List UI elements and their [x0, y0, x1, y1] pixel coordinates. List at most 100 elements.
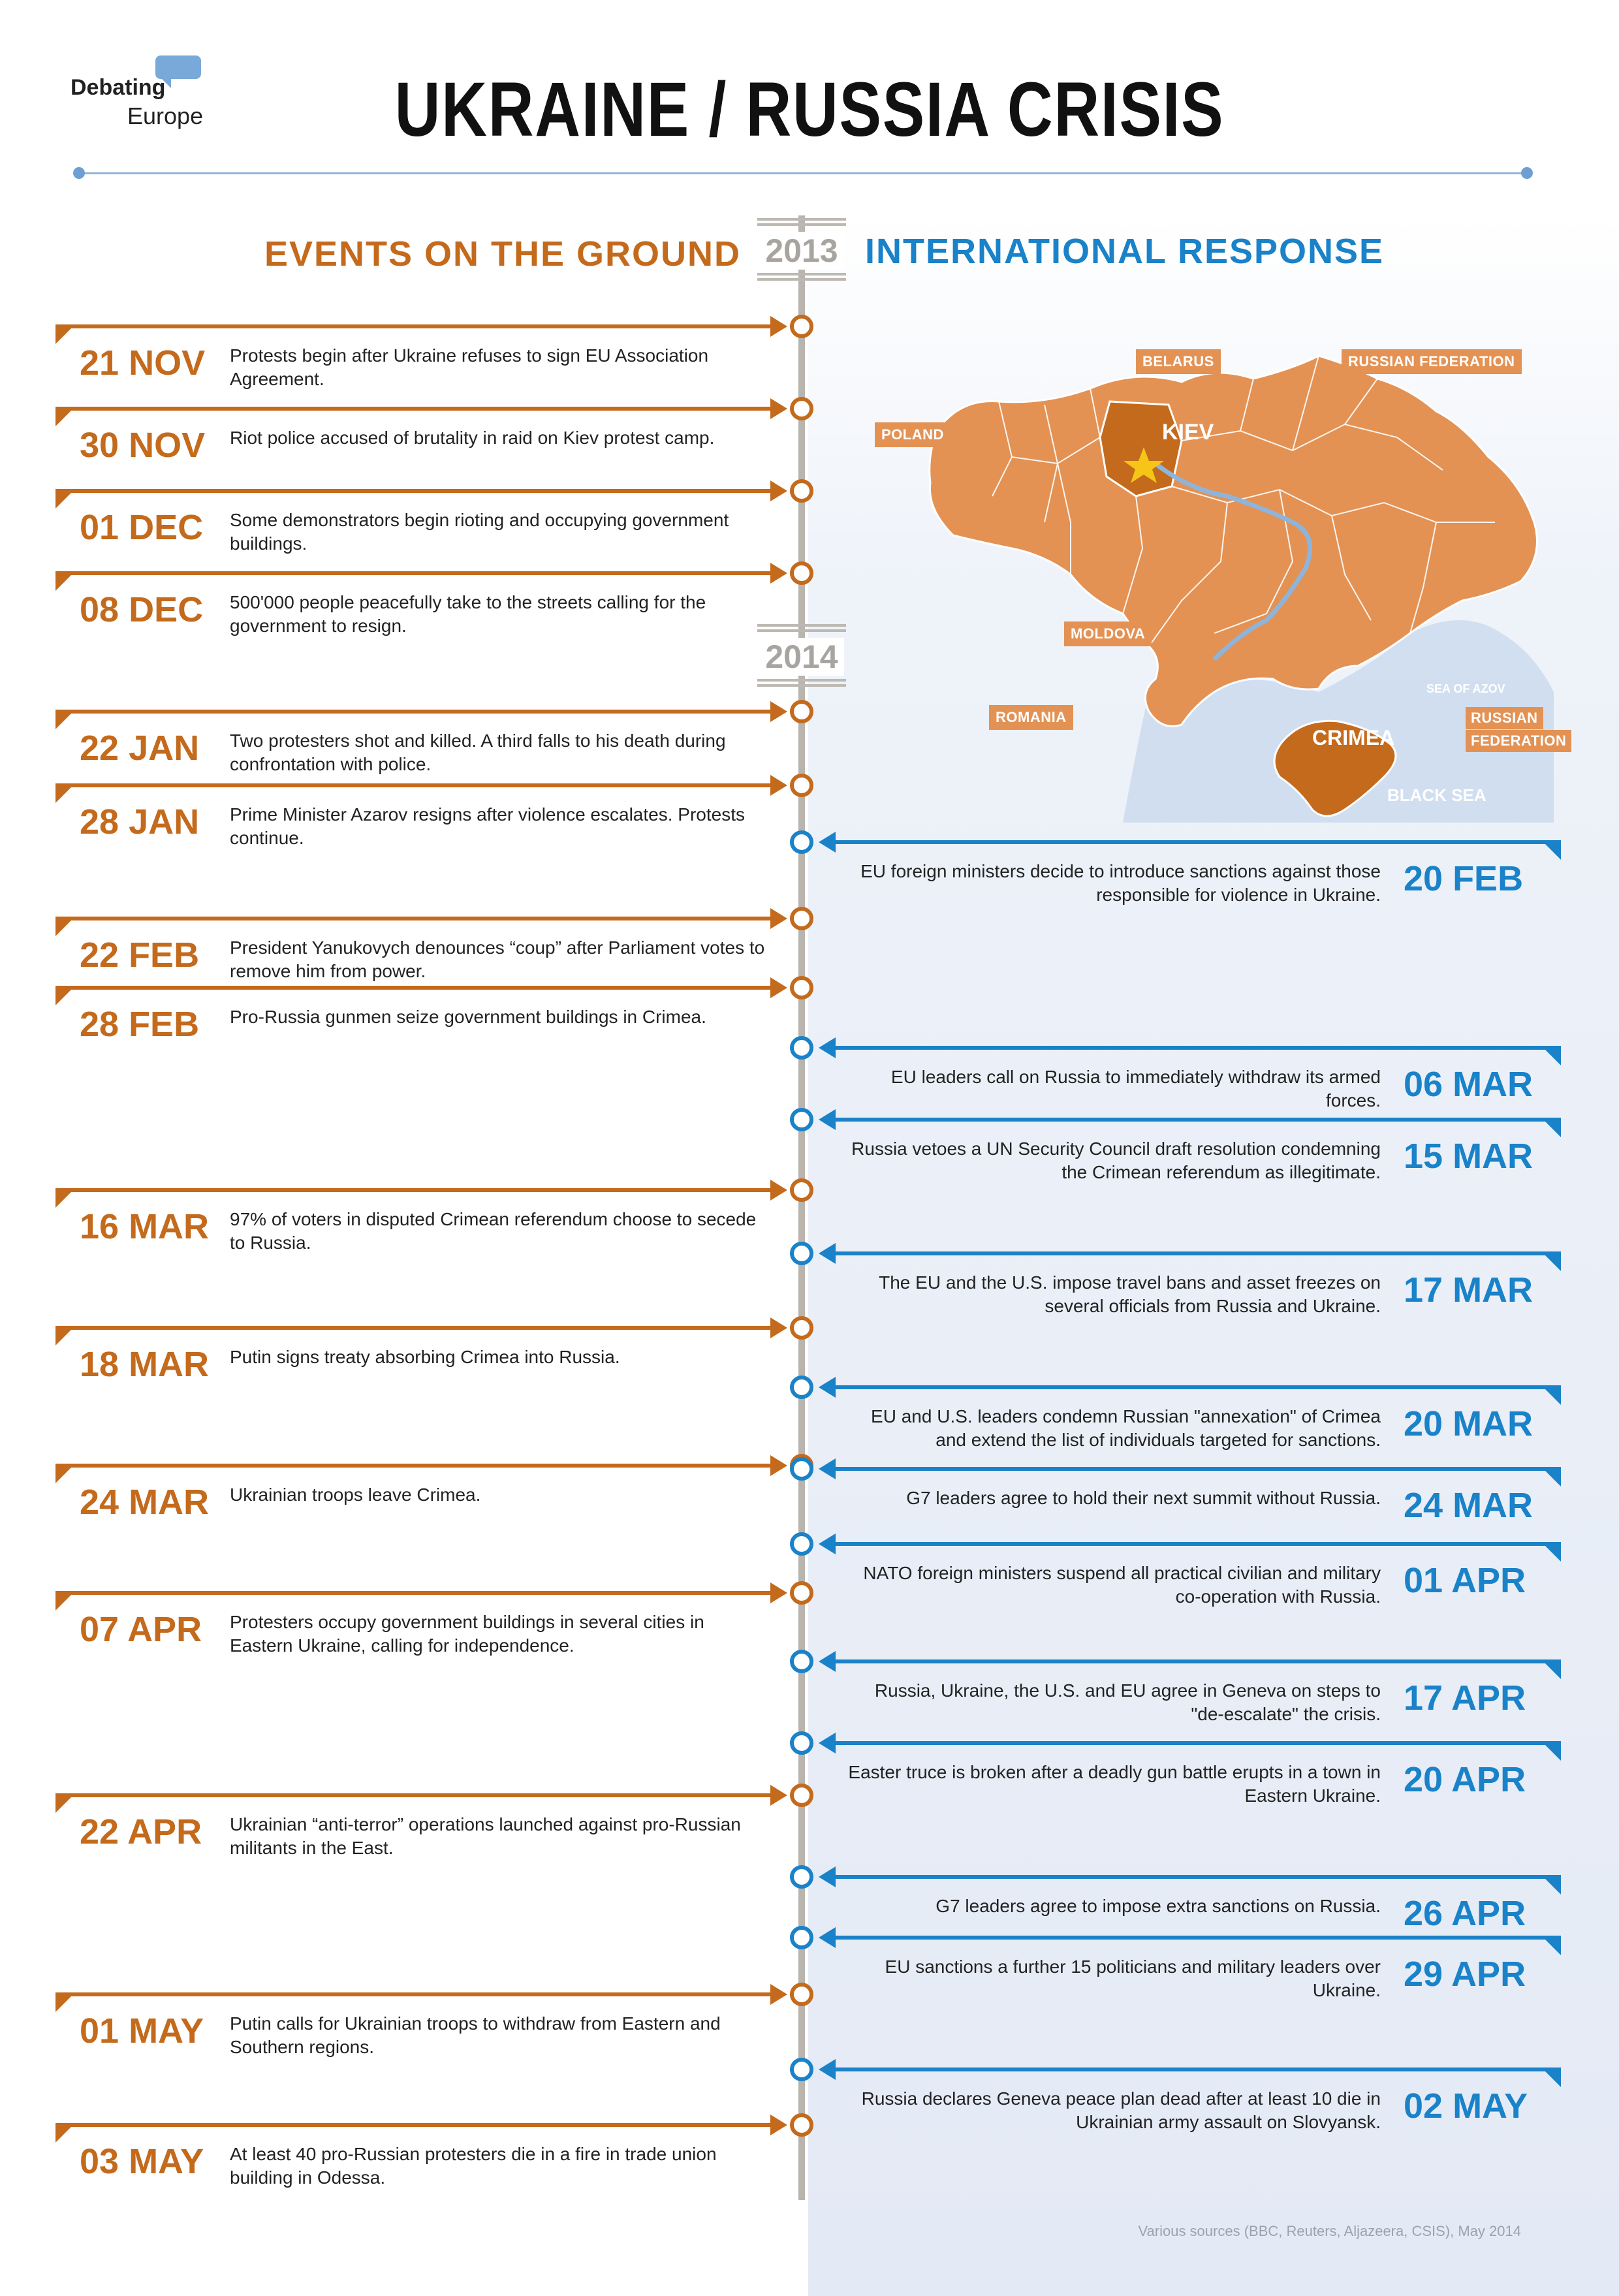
year-stripe: [757, 273, 846, 275]
timeline-node: [790, 1650, 813, 1673]
ground-event-date: 22 FEB: [80, 936, 200, 975]
timeline-node: [790, 1983, 813, 2006]
ground-event-tag: [55, 1192, 71, 1208]
international-event-date: 15 MAR: [1404, 1137, 1533, 1176]
timeline-node: [790, 907, 813, 930]
international-event-date: 29 APR: [1404, 1955, 1526, 1994]
ground-arrowhead-icon: [770, 1785, 787, 1806]
international-event-arrow: [834, 1741, 1561, 1745]
international-arrowhead-icon: [819, 1109, 836, 1130]
international-event-tag: [1545, 1389, 1561, 1405]
international-event-text: EU and U.S. leaders condemn Russian "ann…: [871, 1406, 1381, 1450]
ground-event-date: 21 NOV: [80, 343, 206, 383]
ground-event-date: 01 DEC: [80, 508, 204, 547]
timeline-node: [790, 561, 813, 585]
international-event-tag: [1545, 1745, 1561, 1761]
ground-arrowhead-icon: [770, 1317, 787, 1338]
logo-line2: Europe: [127, 102, 204, 129]
international-event-arrow: [834, 1046, 1561, 1050]
ground-event-arrow: [55, 783, 780, 787]
page-title: UKRAINE / RUSSIA CRISIS: [394, 67, 1225, 153]
international-event-arrow: [834, 840, 1561, 844]
international-arrowhead-icon: [819, 832, 836, 853]
international-event-tag: [1545, 1546, 1561, 1562]
ground-event-date: 28 FEB: [80, 1005, 200, 1044]
sources-note: Various sources (BBC, Reuters, Aljazeera…: [1138, 2223, 1521, 2239]
ground-event-text: Riot police accused of brutality in raid…: [230, 428, 715, 448]
ground-event-text: Putin calls for Ukrainian troops to with…: [230, 2013, 721, 2057]
ground-event-date: 08 DEC: [80, 590, 204, 629]
international-event-date: 17 MAR: [1404, 1270, 1533, 1310]
timeline-node: [790, 315, 813, 338]
timeline-node: [790, 1178, 813, 1202]
international-arrowhead-icon: [819, 1927, 836, 1948]
ground-event-text: Prime Minister Azarov resigns after viol…: [230, 804, 745, 848]
timeline-node: [790, 1865, 813, 1889]
international-event-arrow: [834, 1875, 1561, 1879]
ground-event-text: Some demonstrators begin rioting and occ…: [230, 510, 729, 554]
timeline-node: [790, 1784, 813, 1807]
international-event-text: NATO foreign ministers suspend all pract…: [863, 1563, 1381, 1607]
international-arrowhead-icon: [819, 1651, 836, 1672]
year-label-2013: 2013: [759, 232, 844, 270]
ground-event-tag: [55, 411, 71, 426]
divider-dot-right: [1521, 167, 1533, 179]
international-event-date: 26 APR: [1404, 1894, 1526, 1933]
map-label-poland: POLAND: [875, 422, 951, 447]
map-label-sea-of-azov: SEA OF AZOV: [1426, 682, 1505, 695]
international-event-text: Russia, Ukraine, the U.S. and EU agree i…: [874, 1680, 1381, 1724]
international-event-date: 02 MAY: [1404, 2086, 1528, 2126]
ground-arrowhead-icon: [770, 2115, 787, 2135]
map-label-russia-south-1: RUSSIAN: [1466, 707, 1543, 729]
timeline-node: [790, 1926, 813, 1949]
year-stripe: [757, 624, 846, 627]
ground-event-text: Protesters occupy government buildings i…: [230, 1612, 704, 1656]
timeline-node: [790, 397, 813, 420]
ground-event-date: 22 APR: [80, 1812, 202, 1851]
ground-event-date: 28 JAN: [80, 802, 200, 841]
international-event-arrow: [834, 1385, 1561, 1389]
header-divider: [78, 172, 1526, 174]
ground-event-arrow: [55, 407, 780, 411]
year-stripe: [757, 218, 846, 221]
year-stripe: [757, 278, 846, 281]
international-arrowhead-icon: [819, 1733, 836, 1753]
international-event-text: G7 leaders agree to impose extra sanctio…: [935, 1896, 1381, 1916]
ground-event-arrow: [55, 986, 780, 990]
ground-event-text: Pro-Russia gunmen seize government build…: [230, 1007, 706, 1027]
map-label-russia-south-2: FEDERATION: [1466, 730, 1572, 752]
ground-event-date: 16 MAR: [80, 1207, 210, 1246]
international-event-date: 01 APR: [1404, 1561, 1526, 1600]
international-event-date: 20 MAR: [1404, 1404, 1533, 1443]
ground-event-arrow: [55, 1326, 780, 1330]
timeline-node: [790, 700, 813, 723]
international-arrowhead-icon: [819, 1243, 836, 1264]
international-event-text: Easter truce is broken after a deadly gu…: [848, 1762, 1381, 1806]
international-event-arrow: [834, 1659, 1561, 1663]
international-event-tag: [1545, 844, 1561, 860]
year-stripe: [757, 629, 846, 632]
ground-arrowhead-icon: [770, 775, 787, 796]
year-stripe: [757, 684, 846, 687]
ground-arrowhead-icon: [770, 316, 787, 337]
timeline-node: [790, 1532, 813, 1556]
ground-event-date: 01 MAY: [80, 2011, 204, 2051]
ground-event-tag: [55, 714, 71, 729]
map-label-crimea: CRIMEA: [1312, 726, 1395, 749]
international-event-date: 06 MAR: [1404, 1065, 1533, 1104]
map-label-romania: ROMANIA: [989, 705, 1073, 730]
international-event-text: EU foreign ministers decide to introduce…: [860, 861, 1381, 905]
international-event-tag: [1545, 1255, 1561, 1271]
international-event-text: G7 leaders agree to hold their next summ…: [906, 1488, 1381, 1508]
divider-dot-left: [73, 167, 85, 179]
timeline-node: [790, 2113, 813, 2137]
international-event-tag: [1545, 1471, 1561, 1486]
international-event-arrow: [834, 1118, 1561, 1122]
international-arrowhead-icon: [819, 1458, 836, 1479]
ground-event-arrow: [55, 571, 780, 575]
timeline-node: [790, 2058, 813, 2081]
timeline-node: [790, 976, 813, 999]
ground-event-arrow: [55, 489, 780, 493]
map-label-russia-north: RUSSIAN FEDERATION: [1342, 349, 1522, 374]
international-event-arrow: [834, 1542, 1561, 1546]
